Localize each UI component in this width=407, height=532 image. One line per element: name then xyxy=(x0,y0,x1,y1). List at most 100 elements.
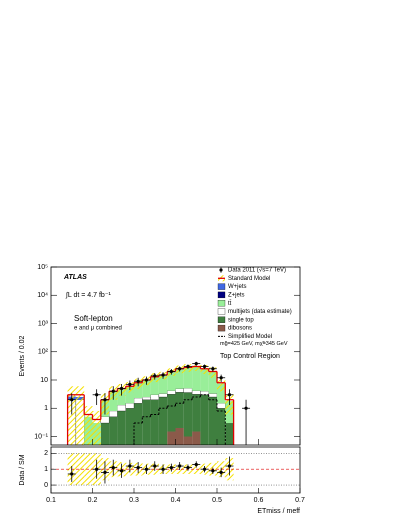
legend-swatch xyxy=(217,308,226,315)
legend-label: dibosons xyxy=(228,326,252,332)
ratio-point xyxy=(136,466,140,470)
y-axis-label: Events / 0.02 xyxy=(19,335,26,376)
data-point xyxy=(103,398,107,402)
ratio-point xyxy=(153,464,157,468)
legend-swatch xyxy=(217,291,226,299)
stack-bar xyxy=(167,394,176,432)
stack-bar xyxy=(117,389,126,406)
stack-bar xyxy=(167,431,176,445)
ratio-point xyxy=(70,472,74,476)
data-point xyxy=(202,364,207,369)
data-point xyxy=(128,382,132,386)
x-tick-label: 0.4 xyxy=(171,497,181,504)
stack-bar xyxy=(167,372,176,391)
stack-bar xyxy=(208,371,217,394)
uncertainty-band xyxy=(75,386,85,445)
stack-bar xyxy=(200,394,209,445)
data-point xyxy=(211,367,215,371)
y-tick-label: 1 xyxy=(44,405,48,412)
stack-bar xyxy=(192,431,201,445)
legend-label: Simplified Model xyxy=(228,334,272,340)
legend-swatch xyxy=(217,316,226,323)
legend-swatch xyxy=(217,300,226,307)
data-point xyxy=(119,386,124,391)
uncertainty-band xyxy=(84,406,93,445)
stack-bar xyxy=(117,404,126,412)
y-tick-label: 2 xyxy=(44,450,48,457)
stack-bar xyxy=(217,383,226,404)
data-point xyxy=(219,376,223,380)
stack-bar xyxy=(183,367,193,389)
ratio-point xyxy=(227,464,232,468)
stack-bar xyxy=(100,416,110,424)
uncertainty-band xyxy=(67,386,76,445)
data-point xyxy=(186,364,190,369)
ratio-point xyxy=(95,467,99,471)
stack-bar xyxy=(158,397,168,445)
stack-bar xyxy=(142,380,151,398)
uncertainty-band xyxy=(200,365,209,375)
ratio-point xyxy=(119,469,124,473)
stack-bar xyxy=(125,408,134,445)
luminosity-label: ∫L dt = 4.7 fb⁻¹ xyxy=(65,292,112,299)
legend-label: multijets (data estimate) xyxy=(228,309,292,315)
stack-bar xyxy=(208,393,218,398)
ratio-point xyxy=(219,470,223,474)
data-point xyxy=(161,373,165,377)
stack-bar xyxy=(134,383,143,399)
y-tick-label: 10⁴ xyxy=(37,292,48,299)
x-tick-label: 0.6 xyxy=(254,497,264,504)
ratio-point xyxy=(161,467,165,471)
legend-swatch xyxy=(217,324,226,332)
data-point xyxy=(95,393,99,397)
legend-label: Standard Model xyxy=(228,276,270,282)
x-axis-label: ETmiss / meff xyxy=(257,508,300,515)
stack-bar xyxy=(117,410,126,445)
y-tick-label: 10⁵ xyxy=(37,264,48,271)
stack-bar xyxy=(175,427,184,445)
ratio-point xyxy=(111,466,115,470)
stack-bar xyxy=(167,390,176,395)
stack-bar xyxy=(142,396,151,400)
legend-label: tt̄ xyxy=(228,300,232,307)
ratio-point xyxy=(194,462,198,467)
stack-bar xyxy=(158,375,168,394)
legend-label: Data 2011 (√s=7 TeV) xyxy=(228,267,286,274)
stack-bar xyxy=(109,416,118,445)
stack-bar xyxy=(216,403,226,409)
stack-bar xyxy=(183,388,193,393)
legend-label: W+jets xyxy=(228,284,247,290)
stack-bar xyxy=(217,408,226,445)
stack-bar xyxy=(108,410,118,417)
stack-bar xyxy=(125,386,134,404)
stack-bar xyxy=(134,403,143,445)
stack-bar xyxy=(175,369,184,389)
stack-bar xyxy=(142,399,151,445)
uncertainty-band xyxy=(217,377,226,392)
stack-bar xyxy=(150,394,160,400)
y-tick-label: 1 xyxy=(44,466,48,473)
selection-label: Soft-lepton xyxy=(74,314,113,323)
data-point xyxy=(244,406,248,410)
legend-note: mg̃=425 GeV, mχ̃=345 GeV xyxy=(220,341,288,347)
x-tick-label: 0.2 xyxy=(88,497,98,504)
y-tick-label: 10² xyxy=(38,349,49,356)
y-tick-label: 10⁻¹ xyxy=(34,433,48,440)
ratio-point xyxy=(211,469,215,473)
ratio-point xyxy=(103,470,107,474)
stack-bar xyxy=(150,399,159,445)
data-point xyxy=(194,362,198,366)
ratio-point xyxy=(128,464,132,468)
ratio-band xyxy=(75,453,85,486)
stack-bar xyxy=(192,366,201,391)
stack-bar xyxy=(175,392,184,428)
stack-bar xyxy=(225,423,234,445)
stack-bar xyxy=(109,391,118,411)
data-point xyxy=(144,378,149,382)
x-tick-label: 0.3 xyxy=(129,497,139,504)
stack-bar xyxy=(175,388,184,393)
stack-bar xyxy=(200,391,209,395)
stack-bar xyxy=(192,394,201,432)
uncertainty-band xyxy=(92,410,101,445)
